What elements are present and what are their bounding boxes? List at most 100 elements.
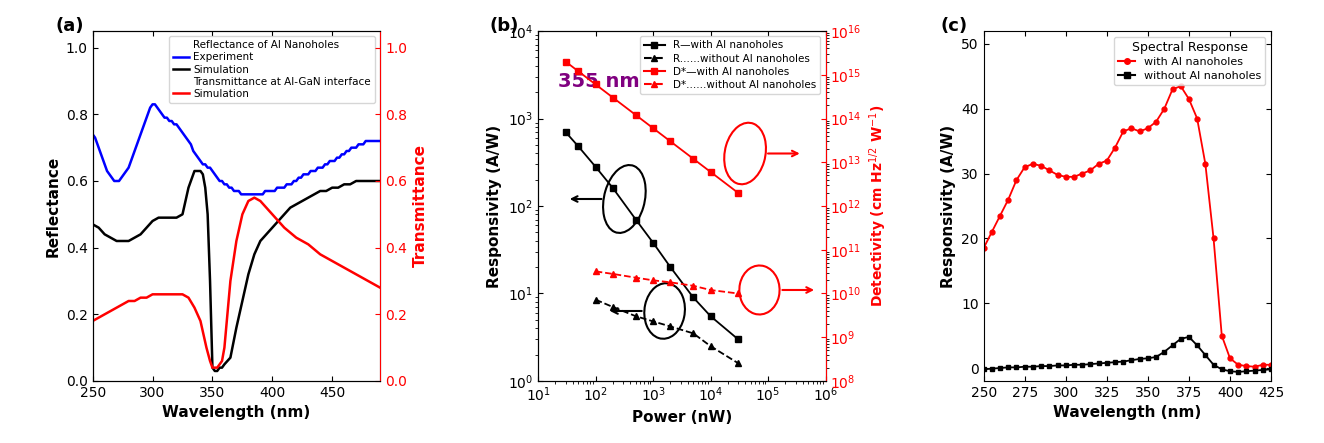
Simulation (336, 265, 352, 270)
without Al nanoholes (1263, 367, 1279, 372)
R—with Al nanoholes (703, 314, 719, 319)
without Al nanoholes (1074, 362, 1090, 367)
without Al nanoholes (976, 367, 992, 372)
Simulation (127, 298, 143, 303)
Simulation (192, 319, 208, 324)
Simulation (187, 305, 203, 310)
Simulation (85, 319, 101, 324)
D*......without Al nanoholes (588, 269, 604, 274)
with Al nanoholes (1165, 87, 1181, 92)
without Al nanoholes (1140, 356, 1156, 361)
with Al nanoholes (1017, 164, 1033, 170)
Simulation (139, 295, 155, 300)
with Al nanoholes (1091, 161, 1107, 167)
Simulation (163, 291, 179, 297)
Experiment (283, 182, 299, 187)
with Al nanoholes (1042, 168, 1058, 173)
Simulation (229, 238, 245, 244)
R—with Al nanoholes (645, 240, 661, 245)
with Al nanoholes (1025, 161, 1041, 167)
without Al nanoholes (1017, 364, 1033, 369)
R......without Al nanoholes (628, 314, 643, 319)
Simulation (246, 195, 262, 200)
without Al nanoholes (1066, 362, 1082, 367)
Simulation (258, 205, 274, 210)
with Al nanoholes (1189, 116, 1205, 121)
without Al nanoholes (1230, 369, 1246, 375)
R—with Al nanoholes (686, 295, 702, 300)
Simulation (372, 179, 388, 184)
Simulation (212, 361, 228, 367)
with Al nanoholes (1238, 363, 1254, 369)
with Al nanoholes (1066, 174, 1082, 179)
X-axis label: Wavelength (nm): Wavelength (nm) (1053, 405, 1201, 420)
D*—with Al nanoholes (571, 69, 587, 74)
Text: (b): (b) (490, 17, 519, 35)
Line: without Al nanoholes: without Al nanoholes (981, 334, 1274, 374)
with Al nanoholes (1099, 158, 1115, 163)
Y-axis label: Responsivity (A/W): Responsivity (A/W) (940, 124, 956, 288)
R—with Al nanoholes (588, 164, 604, 170)
Simulation (241, 198, 257, 204)
without Al nanoholes (1009, 365, 1025, 370)
Simulation (312, 252, 328, 257)
R......without Al nanoholes (605, 304, 621, 310)
without Al nanoholes (1214, 367, 1230, 372)
without Al nanoholes (1058, 363, 1074, 368)
Simulation (168, 291, 184, 297)
Line: Simulation: Simulation (93, 198, 380, 368)
Simulation (115, 302, 131, 307)
without Al nanoholes (1255, 367, 1271, 373)
with Al nanoholes (1263, 362, 1279, 367)
D*—with Al nanoholes (557, 59, 573, 64)
Simulation (348, 179, 364, 184)
Simulation (348, 272, 364, 277)
with Al nanoholes (1148, 119, 1164, 124)
D*......without Al nanoholes (730, 291, 745, 296)
Simulation (180, 295, 196, 300)
with Al nanoholes (1132, 129, 1148, 134)
without Al nanoholes (984, 366, 1000, 371)
Experiment (144, 102, 160, 107)
Simulation (175, 291, 191, 297)
Text: (a): (a) (56, 17, 83, 35)
Simulation (109, 305, 124, 310)
Y-axis label: Reflectance: Reflectance (45, 155, 61, 256)
Simulation (187, 168, 203, 174)
Simulation (207, 368, 222, 373)
with Al nanoholes (1197, 161, 1213, 167)
Y-axis label: Transmittance: Transmittance (413, 144, 428, 268)
Simulation (289, 235, 305, 240)
D*......without Al nanoholes (703, 288, 719, 293)
Simulation (144, 291, 160, 297)
Line: Simulation: Simulation (93, 171, 380, 371)
R—with Al nanoholes (605, 186, 621, 191)
Simulation (253, 198, 269, 204)
without Al nanoholes (992, 365, 1008, 371)
with Al nanoholes (992, 213, 1008, 218)
Simulation (97, 312, 113, 317)
without Al nanoholes (1001, 365, 1017, 370)
with Al nanoholes (1058, 174, 1074, 179)
D*......without Al nanoholes (628, 275, 643, 280)
Simulation (156, 291, 172, 297)
X-axis label: Power (nW): Power (nW) (632, 410, 732, 425)
Simulation (234, 212, 250, 217)
Simulation (199, 345, 214, 350)
Simulation (265, 212, 281, 217)
with Al nanoholes (1181, 97, 1197, 102)
D*—with Al nanoholes (628, 113, 643, 118)
Text: (c): (c) (940, 17, 968, 35)
Experiment (372, 138, 388, 144)
without Al nanoholes (1181, 334, 1197, 340)
Legend: R—with Al nanoholes, R......without Al nanoholes, D*—with Al nanoholes, D*......: R—with Al nanoholes, R......without Al n… (639, 36, 821, 94)
Simulation (301, 242, 316, 247)
with Al nanoholes (976, 245, 992, 251)
with Al nanoholes (1050, 172, 1066, 178)
Experiment (209, 175, 225, 180)
without Al nanoholes (1189, 343, 1205, 348)
Experiment (85, 132, 101, 137)
Simulation (120, 298, 136, 303)
D*......without Al nanoholes (645, 278, 661, 283)
Line: R......without Al nanoholes: R......without Al nanoholes (593, 297, 741, 366)
